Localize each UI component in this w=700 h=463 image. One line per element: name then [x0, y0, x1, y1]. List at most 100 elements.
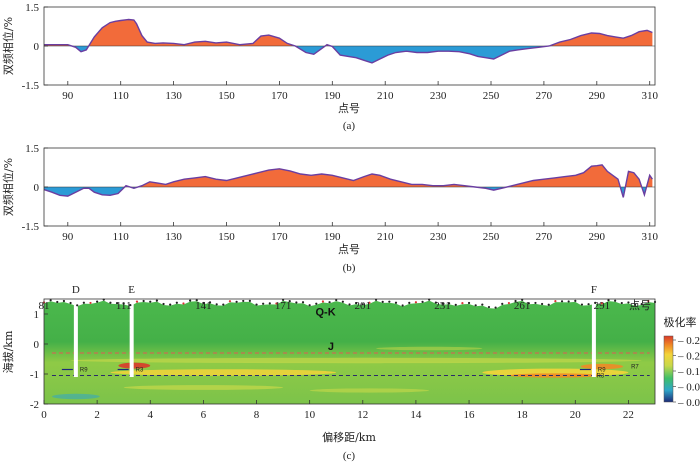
surface-point: [208, 301, 212, 304]
surface-point: [600, 302, 603, 305]
surface-point: [408, 301, 411, 304]
surface-point: [115, 302, 119, 305]
surface-point: [215, 303, 218, 306]
b-x-tick-label: 170: [271, 231, 288, 243]
surface-point: [162, 302, 165, 306]
chart-a-caption: (a): [343, 120, 356, 132]
a-y-tick-label: 0: [34, 41, 40, 53]
chart-b-x-ticks: 90 110 130 150 170 190 210 230 250 270 290 310: [62, 222, 658, 243]
anomaly-band: [376, 346, 483, 351]
surface-point: [560, 300, 564, 303]
surface-point: [547, 303, 550, 306]
chart-c-ylabel: 海拔/km: [1, 330, 15, 373]
chart-c-point-labels: 81 111 141 171 201 231 261 291 点号: [39, 299, 652, 312]
surface-point: [189, 299, 192, 302]
surface-point: [155, 299, 159, 302]
chart-a-area: [44, 18, 655, 64]
b-x-tick-label: 290: [589, 231, 606, 243]
surface-point: [388, 300, 391, 303]
legend-title: 极化率: [664, 315, 697, 329]
b-y-tick-label: 0: [34, 182, 40, 194]
surface-point: [62, 299, 66, 303]
surface-point: [401, 304, 404, 307]
b-series-line: [43, 164, 653, 198]
surface-point: [268, 302, 271, 305]
surface-point: [255, 303, 258, 306]
point-number-label: 291: [594, 300, 611, 312]
point-number-label: 171: [275, 300, 292, 312]
surface-point: [348, 303, 351, 306]
surface-point: [507, 301, 510, 305]
b-x-tick-label: 230: [430, 231, 447, 243]
surface-point: [135, 300, 139, 303]
chart-c-surface-points: [42, 298, 657, 309]
legend-colorbar: [663, 335, 674, 403]
surface-point: [587, 303, 590, 306]
surface-point: [149, 300, 152, 303]
c-y-tick-label: 1: [34, 309, 40, 321]
surface-point: [315, 302, 318, 305]
surface-point: [242, 299, 245, 303]
c-x-tick-label: 4: [148, 409, 154, 421]
legend-labels: – 0.26 – 0.20 – 0.14 – 0.08 – 0.02: [673, 335, 700, 409]
surface-point: [421, 300, 424, 303]
anomaly-band: [51, 393, 100, 400]
c-x-tick-label: 12: [357, 409, 368, 421]
b-x-tick-label: 130: [165, 231, 182, 243]
chart-b-xlabel: 点号: [338, 243, 360, 256]
a-series-line: [44, 18, 653, 64]
c-x-tick-label: 22: [623, 409, 634, 421]
point-number-label: 231: [434, 300, 451, 312]
anomaly-band: [508, 373, 602, 378]
chart-b-ylabel: 双频相位/%: [1, 158, 15, 216]
surface-point: [202, 301, 205, 305]
surface-point: [394, 301, 398, 304]
a-y-tick-label: 1.5: [25, 2, 39, 14]
anomaly-band: [70, 357, 642, 364]
surface-point: [527, 302, 530, 305]
legend-label: – 0.08: [677, 382, 700, 394]
surface-point: [96, 300, 99, 303]
well-column: [591, 299, 596, 377]
b-x-tick-label: 210: [377, 231, 394, 243]
chart-c-xlabel: 偏移距/km: [322, 430, 376, 444]
anomaly-band: [118, 362, 151, 369]
surface-point: [195, 299, 198, 302]
b-x-tick-label: 270: [536, 231, 553, 243]
surface-point: [248, 299, 251, 302]
b-positive-area: [44, 164, 653, 187]
surface-point: [321, 300, 325, 303]
sample-tag: R3: [597, 374, 605, 380]
surface-point: [122, 302, 125, 305]
chart-a-x-ticks: 90 110 130 150 170 190 210 230 250 270 290 310: [62, 81, 658, 102]
surface-point: [109, 301, 112, 304]
surface-point: [607, 299, 610, 302]
surface-point: [554, 299, 557, 303]
b-y-tick-label: -1.5: [22, 221, 40, 233]
surface-point: [182, 302, 185, 305]
surface-point: [381, 300, 384, 303]
layer-label: Q-K: [316, 307, 336, 319]
surface-point: [567, 300, 570, 303]
legend-label: – 0.02: [677, 397, 700, 409]
surface-point: [474, 304, 477, 307]
b-x-tick-label: 150: [218, 231, 235, 243]
legend-label: – 0.20: [677, 351, 700, 363]
a-x-tick-label: 110: [113, 90, 130, 102]
a-x-tick-label: 190: [324, 90, 341, 102]
surface-point: [142, 299, 145, 303]
surface-point: [175, 301, 178, 304]
c-y-tick-label: 0: [34, 339, 40, 351]
well-tag: R9: [80, 368, 88, 374]
surface-point: [461, 302, 464, 305]
surface-point: [434, 301, 437, 304]
anomaly-band: [580, 363, 624, 370]
a-negative-area: [44, 46, 653, 63]
surface-point: [275, 302, 278, 305]
surface-point: [368, 301, 371, 304]
surface-point: [594, 301, 597, 304]
c-x-tick-label: 16: [464, 409, 476, 421]
colorbar-legend: 极化率 – 0.26 – 0.20 – 0.14 – 0.08 – 0.02: [664, 315, 700, 409]
well-tag: R3: [136, 368, 144, 374]
surface-point: [580, 303, 584, 306]
